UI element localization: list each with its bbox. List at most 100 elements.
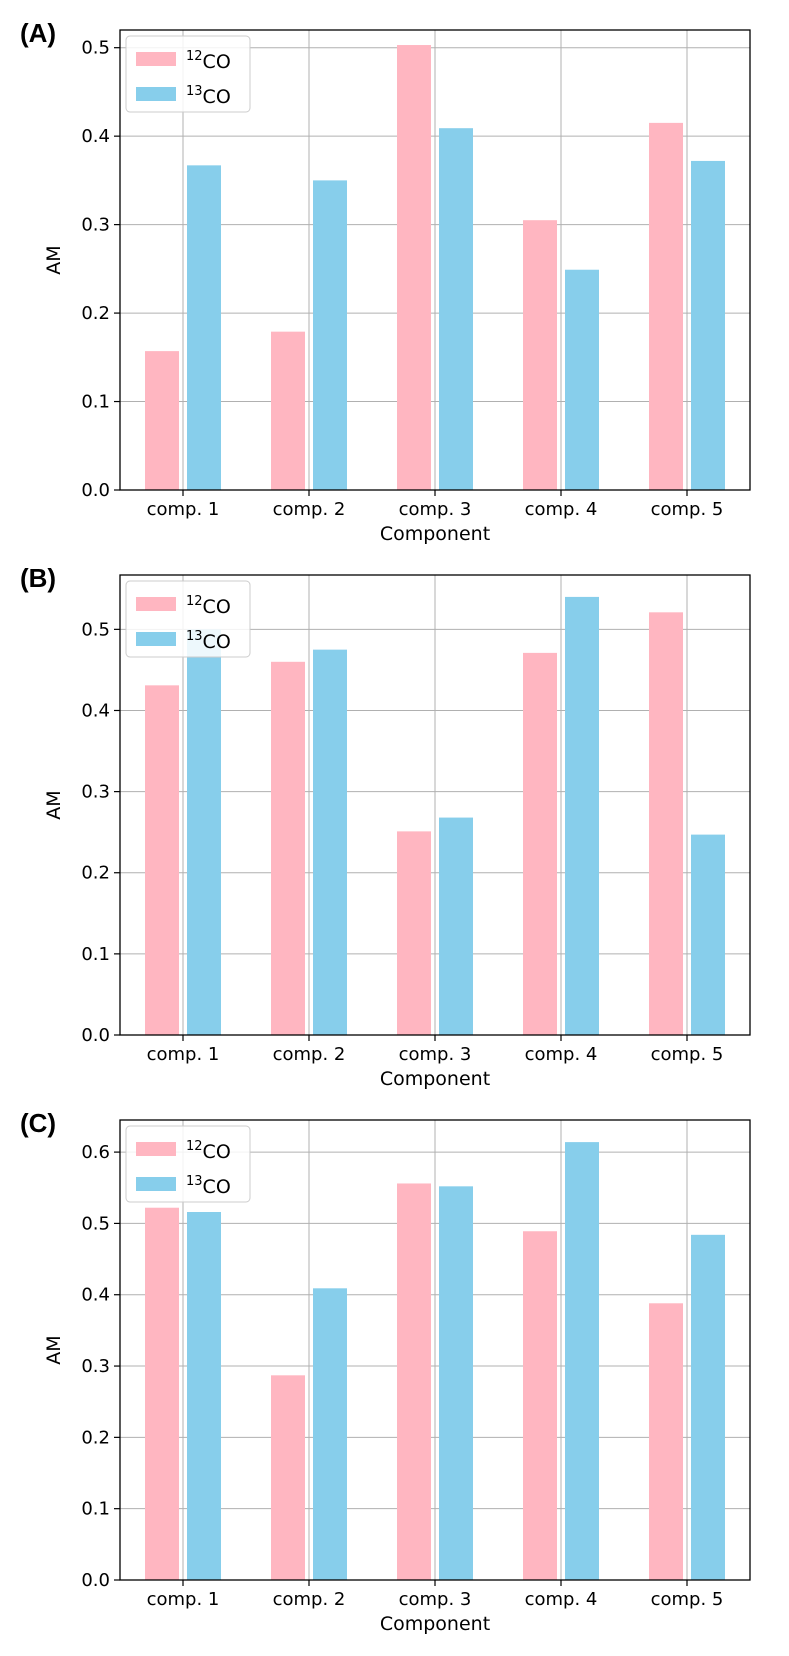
bar-12co-1: [145, 685, 179, 1035]
bar-13co-1: [187, 629, 221, 1035]
y-tick-label: 0.1: [81, 392, 110, 413]
bar-12co-5: [649, 1303, 683, 1580]
chart-panel: (C) 0.0 0.1 0.2 0.3 0.4 0.5 0.6 comp. 1 comp. 2 co…: [20, 1108, 751, 1635]
x-tick-label: comp. 3: [399, 499, 472, 520]
legend-isotope-superscript: 12: [186, 594, 203, 609]
legend-swatch-13co: [136, 1177, 176, 1191]
x-axis-label: Component: [380, 523, 490, 545]
y-tick-label: 0.4: [81, 1285, 110, 1306]
y-tick-label: 0.5: [81, 38, 110, 59]
legend-swatch-13co: [136, 632, 176, 646]
legend-label-12co: 12CO: [186, 49, 231, 73]
x-tick-label: comp. 1: [147, 1589, 220, 1610]
bar-13co-3: [439, 128, 473, 490]
bar-13co-5: [691, 160, 725, 490]
legend-molecule: CO: [203, 596, 231, 618]
x-tick-label: comp. 2: [273, 1589, 346, 1610]
x-axis-label: Component: [380, 1613, 490, 1635]
x-tick-label: comp. 1: [147, 499, 220, 520]
bar-12co-2: [271, 331, 305, 490]
y-tick-label: 0.3: [81, 782, 110, 803]
y-tick-label: 0.0: [81, 1025, 110, 1046]
bar-12co-3: [397, 1183, 431, 1580]
y-tick-label: 0.0: [81, 480, 110, 501]
chart-panel: (A) 0.0 0.1 0.2 0.3 0.4 0.5 comp. 1 comp. 2 comp.…: [20, 18, 751, 545]
legend-swatch-13co: [136, 87, 176, 101]
legend-swatch-12co: [136, 1142, 176, 1156]
bar-13co-2: [313, 180, 347, 490]
x-tick-label: comp. 4: [525, 1589, 598, 1610]
x-tick-label: comp. 5: [651, 499, 724, 520]
y-tick-label: 0.0: [81, 1570, 110, 1591]
legend-swatch-12co: [136, 52, 176, 66]
y-tick-label: 0.4: [81, 126, 110, 147]
legend-label-13co: 13CO: [186, 84, 231, 108]
y-tick-label: 0.5: [81, 619, 110, 640]
legend-label-12co: 12CO: [186, 594, 231, 618]
legend-isotope-superscript: 12: [186, 49, 203, 64]
y-tick-label: 0.1: [81, 1499, 110, 1520]
y-tick-label: 0.2: [81, 303, 110, 324]
legend-isotope-superscript: 13: [186, 1174, 203, 1189]
x-tick-label: comp. 4: [525, 1044, 598, 1065]
x-tick-label: comp. 3: [399, 1044, 472, 1065]
bar-12co-5: [649, 612, 683, 1035]
bar-13co-4: [565, 269, 599, 490]
x-tick-label: comp. 3: [399, 1589, 472, 1610]
legend-label-13co: 13CO: [186, 1174, 231, 1198]
panel-label: (B): [20, 563, 56, 593]
y-tick-label: 0.3: [81, 1356, 110, 1377]
y-tick-label: 0.1: [81, 944, 110, 965]
legend-molecule: CO: [203, 631, 231, 653]
bar-13co-4: [565, 1142, 599, 1580]
bar-12co-2: [271, 661, 305, 1035]
bar-12co-2: [271, 1375, 305, 1580]
bar-13co-1: [187, 1212, 221, 1580]
y-axis-label: AM: [43, 790, 65, 819]
y-axis-label: AM: [43, 1335, 65, 1364]
bar-13co-4: [565, 596, 599, 1035]
x-axis-label: Component: [380, 1068, 490, 1090]
bar-12co-4: [523, 1231, 557, 1580]
y-tick-label: 0.2: [81, 863, 110, 884]
legend-label-12co: 12CO: [186, 1139, 231, 1163]
y-axis-label: AM: [43, 245, 65, 274]
bar-13co-1: [187, 165, 221, 490]
x-tick-label: comp. 2: [273, 499, 346, 520]
panel-label: (A): [20, 18, 56, 48]
bar-13co-3: [439, 1186, 473, 1580]
x-tick-label: comp. 1: [147, 1044, 220, 1065]
x-tick-label: comp. 2: [273, 1044, 346, 1065]
bar-12co-3: [397, 831, 431, 1035]
legend-label-13co: 13CO: [186, 629, 231, 653]
bar-13co-3: [439, 817, 473, 1035]
bar-13co-2: [313, 649, 347, 1035]
bar-12co-5: [649, 122, 683, 490]
bar-12co-1: [145, 1207, 179, 1580]
legend-molecule: CO: [203, 1141, 231, 1163]
legend-molecule: CO: [203, 51, 231, 73]
bar-12co-4: [523, 652, 557, 1035]
legend-isotope-superscript: 13: [186, 84, 203, 99]
bar-12co-4: [523, 220, 557, 490]
y-tick-label: 0.5: [81, 1213, 110, 1234]
y-tick-label: 0.3: [81, 215, 110, 236]
bar-12co-1: [145, 351, 179, 490]
panel-label: (C): [20, 1108, 56, 1138]
chart-panel: (B) 0.0 0.1 0.2 0.3 0.4 0.5 comp. 1 comp. 2 comp.…: [20, 563, 751, 1090]
x-tick-label: comp. 5: [651, 1044, 724, 1065]
y-tick-label: 0.2: [81, 1427, 110, 1448]
y-tick-label: 0.6: [81, 1142, 110, 1163]
bar-13co-2: [313, 1288, 347, 1580]
bar-13co-5: [691, 1234, 725, 1580]
bar-12co-3: [397, 45, 431, 491]
x-tick-label: comp. 5: [651, 1589, 724, 1610]
legend-swatch-12co: [136, 597, 176, 611]
legend-isotope-superscript: 12: [186, 1139, 203, 1154]
legend-molecule: CO: [203, 1176, 231, 1198]
legend-molecule: CO: [203, 86, 231, 108]
bar-13co-5: [691, 834, 725, 1035]
y-tick-label: 0.4: [81, 700, 110, 721]
legend-isotope-superscript: 13: [186, 629, 203, 644]
